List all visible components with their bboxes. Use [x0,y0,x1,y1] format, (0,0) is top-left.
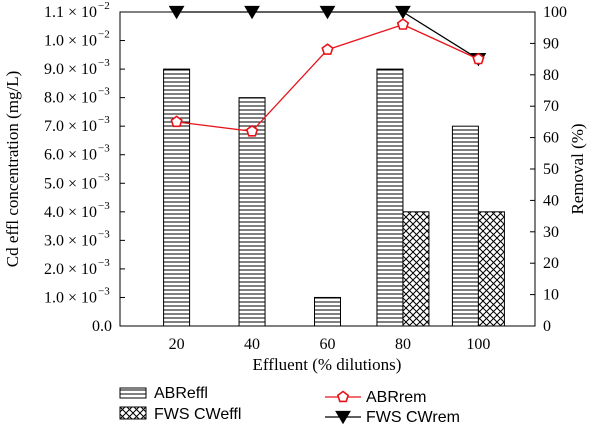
legend-label-abrrem: ABRrem [366,389,426,406]
left-y-tick-exponent: −3 [98,285,110,297]
right-y-tick-label: 100 [543,4,567,21]
right-y-tick-label: 50 [543,161,559,178]
legend-marker-abrrem [336,390,350,403]
left-y-tick-label: 1.0 × 10 [44,33,97,50]
left-y-axis-label: Cd effl concentration (mg/L) [3,71,22,268]
left-y-tick-exponent: −2 [98,29,110,41]
left-y-tick-label: 1.1 × 10 [44,4,97,21]
point-abrrem [170,115,183,128]
right-y-tick-label: 70 [543,98,559,115]
left-y-tick-exponent: −3 [98,114,110,126]
right-y-tick-label: 10 [543,287,559,304]
left-y-axis: 0.01.0 × 10 −32.0 × 10 −33.0 × 10 −34.0 × 1… [44,0,125,335]
right-y-tick-label: 30 [543,224,559,241]
right-y-tick-label: 90 [543,35,559,52]
x-tick-label: 20 [169,336,185,353]
bar-fws-cweffl [477,211,505,327]
legend-swatch-fws-cweffl [119,406,147,420]
left-y-tick-exponent: −3 [98,143,110,155]
left-y-tick-label: 6.0 × 10 [44,147,97,164]
right-y-tick-label: 60 [543,130,559,147]
point-abrrem [321,43,334,55]
right-y-tick-label: 40 [543,192,559,209]
right-y-tick-label: 20 [543,255,559,272]
left-y-tick-label: 8.0 × 10 [44,90,97,107]
legend-label-fws-cwrem: FWS CWrem [366,409,460,426]
x-axis-label: Effluent (% dilutions) [253,355,402,374]
left-y-tick-label: 1.0 × 10 [44,289,97,306]
left-y-tick-label: 5.0 × 10 [44,175,97,192]
x-tick-label: 80 [395,336,411,353]
legend-swatch-abreffl [119,387,147,399]
point-abrrem [472,52,485,65]
left-y-tick-label: 3.0 × 10 [44,232,97,249]
left-y-tick-exponent: −2 [98,0,110,12]
left-y-tick-label: 4.0 × 10 [44,204,97,221]
left-y-tick-label: 0.0 [92,318,112,335]
line-series [168,5,487,137]
bar-abreffl [314,296,341,327]
right-y-tick-label: 80 [543,67,559,84]
left-y-tick-exponent: −3 [98,257,110,269]
left-y-tick-exponent: −3 [98,228,110,240]
bar-abreffl [451,125,479,327]
bar-abreffl [376,68,404,327]
left-y-tick-exponent: −3 [98,171,110,183]
right-y-tick-label: 0 [543,318,551,335]
point-abrrem [245,124,259,137]
bars [163,68,505,327]
x-axis: 20 40 60 80 100 [169,321,490,353]
legend-marker-fws-cwrem [335,410,351,425]
bar-fws-cweffl [402,211,430,327]
left-y-tick-label: 9.0 × 10 [44,61,97,78]
left-y-tick-exponent: −3 [98,57,110,69]
left-y-tick-label: 2.0 × 10 [44,261,97,278]
left-y-tick-exponent: −3 [98,200,110,212]
x-tick-label: 60 [320,336,336,353]
line-abrrem [176,23,479,132]
bar-abreffl [163,68,191,327]
point-abrrem [396,18,410,30]
x-tick-label: 40 [244,336,260,353]
legend-label-abreffl: ABReffl [154,385,208,402]
left-y-tick-exponent: −3 [98,86,110,98]
left-y-tick-label: 7.0 × 10 [44,118,97,135]
plot-frame [119,11,536,327]
right-y-axis-label: Removal (%) [568,123,587,214]
right-y-axis: 0 10 20 30 40 50 60 70 80 90 100 [530,4,567,335]
legend-label-fws-cweffl: FWS CWeffl [154,406,241,423]
legend: ABReffl FWS CWeffl ABRrem FWS CWrem [119,385,460,426]
x-tick-label: 100 [466,336,490,353]
